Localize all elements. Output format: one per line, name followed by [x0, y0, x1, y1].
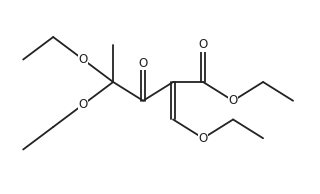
Text: O: O: [139, 57, 148, 70]
Text: O: O: [228, 94, 238, 107]
Text: O: O: [78, 98, 88, 111]
Text: O: O: [78, 53, 88, 66]
Text: O: O: [198, 132, 208, 145]
Text: O: O: [198, 38, 208, 51]
